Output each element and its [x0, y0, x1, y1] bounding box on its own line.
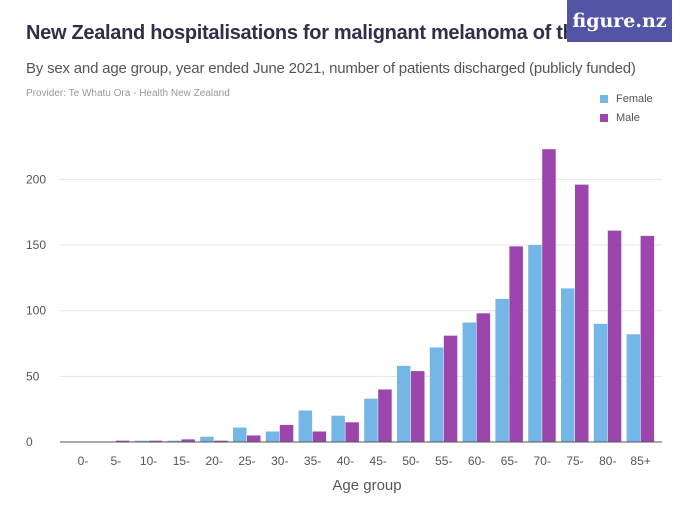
x-tick-label: 85+ [630, 454, 650, 468]
legend-item-female: Female [600, 89, 653, 108]
provider-note: Provider: Te Whatu Ora - Health New Zeal… [26, 88, 230, 99]
bar-female-70 [528, 245, 542, 442]
x-tick-label: 60- [468, 454, 485, 468]
y-tick-label: 200 [26, 172, 46, 186]
x-tick-label: 65- [501, 454, 518, 468]
bar-male-20 [214, 440, 228, 442]
bar-male-45 [378, 389, 392, 442]
bar-male-50 [411, 371, 425, 442]
y-tick-label: 100 [26, 304, 46, 318]
bar-female-50 [397, 365, 411, 442]
figure-nz-logo[interactable]: figure.nz [567, 0, 672, 42]
x-tick-label: 55- [435, 454, 452, 468]
x-tick-label: 20- [206, 454, 223, 468]
bar-female-75 [561, 288, 575, 442]
bar-male-15 [181, 439, 195, 442]
bar-female-85plus [626, 334, 641, 442]
bar-female-45 [364, 398, 378, 442]
x-tick-label: 50- [402, 454, 419, 468]
x-tick-label: 40- [337, 454, 354, 468]
legend-swatch-female [600, 94, 608, 103]
x-tick-label: 45- [370, 454, 387, 468]
y-tick-label: 50 [26, 369, 40, 383]
bar-female-60 [462, 322, 477, 442]
chart-title: New Zealand hospitalisations for maligna… [26, 22, 630, 44]
x-tick-label: 0- [78, 454, 89, 468]
y-tick-label: 0 [26, 435, 33, 449]
x-tick-label: 70- [534, 454, 551, 468]
bar-female-10 [134, 440, 149, 442]
bar-male-75 [575, 184, 589, 442]
bar-female-25 [233, 427, 247, 442]
bar-female-80 [593, 323, 608, 442]
bar-female-35 [298, 410, 313, 442]
bar-male-80 [607, 230, 622, 442]
bar-female-40 [331, 415, 345, 442]
bar-female-20 [200, 436, 214, 442]
legend-swatch-male [600, 113, 608, 122]
x-tick-label: 5- [110, 454, 121, 468]
bar-male-10 [148, 440, 163, 442]
bar-female-55 [429, 347, 444, 442]
x-tick-label: 35- [304, 454, 321, 468]
bar-female-15 [167, 440, 181, 442]
x-tick-label: 25- [238, 454, 255, 468]
x-tick-label: 15- [173, 454, 190, 468]
x-tick-label: 80- [599, 454, 616, 468]
x-axis-title: Age group [332, 477, 401, 494]
bar-male-25 [247, 435, 261, 442]
bar-male-30 [279, 424, 294, 442]
bar-male-85plus [640, 235, 655, 442]
legend-label-female: Female [616, 92, 653, 105]
bar-male-60 [476, 313, 491, 442]
bar-male-40 [345, 422, 359, 442]
legend-label-male: Male [616, 111, 640, 124]
bar-female-30 [265, 431, 280, 442]
bar-male-65 [509, 246, 523, 442]
y-tick-label: 150 [26, 238, 46, 252]
x-tick-label: 30- [271, 454, 288, 468]
x-tick-label: 10- [140, 454, 157, 468]
bar-male-55 [443, 335, 458, 442]
bar-male-35 [312, 431, 327, 442]
bar-female-65 [495, 298, 509, 442]
legend-item-male: Male [600, 108, 653, 127]
chart-subtitle: By sex and age group, year ended June 20… [26, 60, 636, 77]
legend: Female Male [600, 89, 653, 127]
bar-male-70 [542, 149, 556, 443]
bar-male-5 [115, 440, 130, 442]
x-tick-label: 75- [566, 454, 583, 468]
